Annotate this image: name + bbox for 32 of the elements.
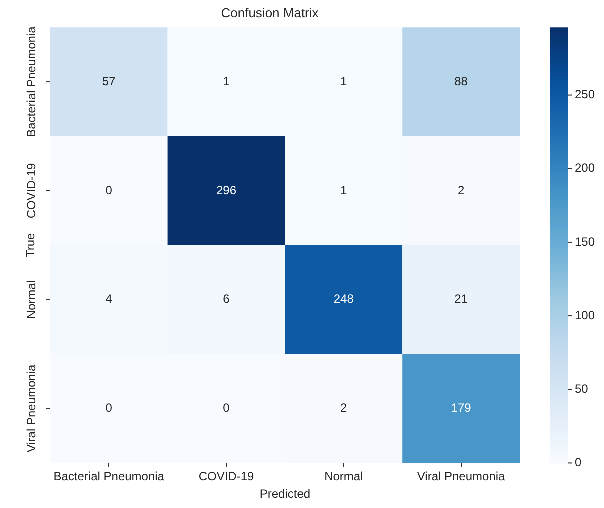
data-label: 179	[451, 401, 472, 416]
y-axis-title: True	[24, 232, 38, 258]
color-bar-label: 200	[575, 161, 596, 176]
x-tick-label: Viral Pneumonia	[417, 470, 506, 484]
data-label: 57	[102, 74, 116, 88]
x-tick-label: Normal	[324, 470, 364, 484]
data-label: 21	[454, 292, 468, 306]
data-label: 296	[216, 183, 237, 198]
color-bar-label: 150	[575, 234, 596, 249]
data-label: 248	[334, 292, 354, 306]
color-bar-label: 100	[575, 308, 596, 322]
data-label: 1	[340, 74, 348, 88]
data-label: 0	[106, 401, 113, 416]
data-label: 2	[458, 183, 465, 198]
color-bar-label: 50	[575, 382, 589, 396]
data-label: 0	[223, 401, 230, 416]
color-bar-label: 250	[575, 88, 596, 102]
color-bar-label: 0	[575, 456, 582, 470]
data-label: 1	[223, 74, 230, 88]
data-label: 2	[340, 401, 348, 416]
data-label: 6	[223, 292, 230, 306]
x-tick-label: Bacterial Pneumonia	[54, 470, 165, 484]
data-label: 88	[454, 74, 468, 88]
y-tick-label: Bacterial Pneumonia	[24, 26, 39, 138]
chart-title: Confusion Matrix	[221, 5, 320, 20]
data-label: 0	[106, 183, 113, 198]
data-label: 1	[340, 183, 348, 198]
y-tick-label: Normal	[24, 280, 39, 320]
x-axis-title: Predicted	[260, 487, 311, 502]
y-tick-label: COVID-19	[24, 162, 39, 219]
data-label: 4	[106, 292, 113, 306]
x-tick-label: COVID-19	[198, 470, 254, 484]
